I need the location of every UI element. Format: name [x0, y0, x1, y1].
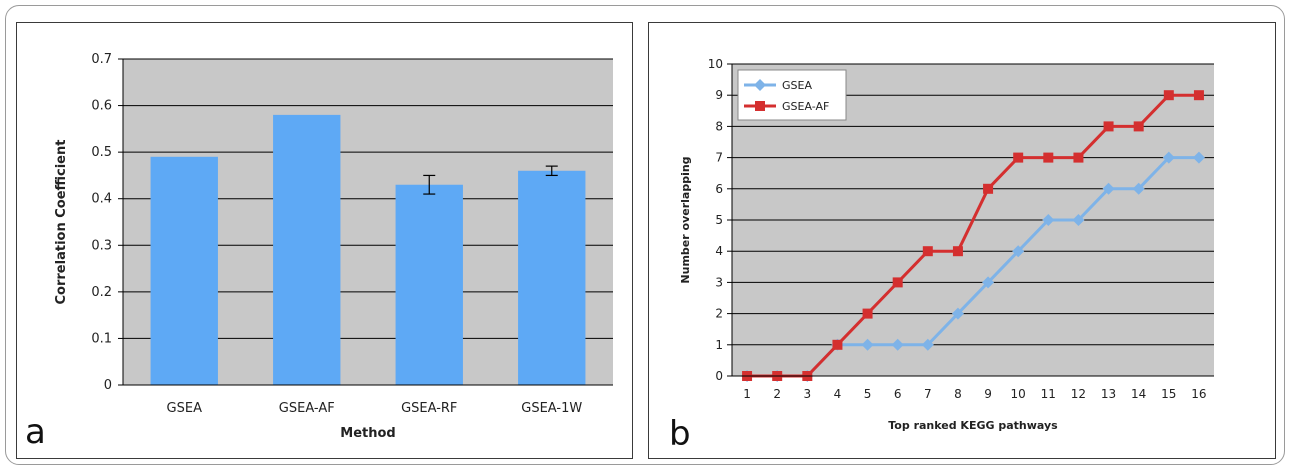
data-point [982, 276, 995, 289]
panel-label: b [669, 414, 691, 454]
data-point [951, 307, 964, 320]
y-tick-label: 0.7 [91, 52, 112, 67]
x-tick-label: 1 [743, 387, 751, 401]
x-tick-label: 7 [924, 387, 932, 401]
data-point [921, 338, 934, 351]
y-tick-label: 7 [715, 151, 723, 165]
y-tick-label: 1 [715, 338, 723, 352]
data-point [1012, 245, 1025, 258]
panel-b: 0 1 2 3 4 5 6 7 8 9 10 1 2 3 4 5 6 7 8 9 10 11 12 13 14 15 16 GSEA G… [648, 22, 1276, 459]
data-point [1073, 152, 1084, 163]
legend-label: GSEA [782, 79, 812, 92]
legend-box [737, 69, 847, 121]
data-point [1013, 152, 1024, 163]
y-tick-label: 0.4 [91, 192, 112, 207]
x-tick-label: 12 [1071, 387, 1086, 401]
data-point [861, 338, 874, 351]
x-tick-label: 14 [1131, 387, 1146, 401]
data-point [1103, 121, 1114, 132]
y-tick-label: 0.5 [91, 145, 112, 160]
x-tick-label: 9 [984, 387, 992, 401]
data-point [891, 338, 904, 351]
series-line-gsea-af [747, 93, 1199, 378]
data-point [1162, 151, 1175, 164]
y-tick-label: 0 [104, 378, 112, 393]
x-tick-label: 11 [1041, 387, 1056, 401]
panel-label: a [25, 412, 46, 452]
y-tick-label: 9 [715, 88, 723, 102]
data-point [1042, 214, 1055, 226]
data-point [922, 246, 933, 257]
x-tick-label: GSEA-1W [521, 401, 582, 416]
bar [273, 114, 341, 385]
data-point [1072, 214, 1085, 226]
y-tick-label: 0.6 [91, 99, 112, 114]
x-tick-label: 15 [1161, 387, 1176, 401]
legend-marker [755, 101, 765, 111]
y-tick-label: 4 [715, 244, 723, 258]
y-tick-label: 3 [715, 275, 723, 289]
legend-marker [754, 79, 766, 91]
x-tick-label: 6 [894, 387, 902, 401]
x-tick-label: GSEA-RF [401, 401, 457, 416]
x-tick-label: 16 [1191, 387, 1206, 401]
y-tick-label: 8 [715, 119, 723, 133]
data-point [1102, 182, 1115, 195]
data-point [832, 339, 843, 350]
bar [395, 184, 463, 385]
data-point [1193, 90, 1204, 101]
x-axis-label: Method [340, 426, 395, 441]
y-tick-label: 0.3 [91, 238, 112, 253]
x-tick-label: 2 [773, 387, 781, 401]
data-point [1043, 152, 1054, 163]
bar-chart-a: 0 0.1 0.2 0.3 0.4 0.5 0.6 0.7 GSEA GSEA-AF GSEA-RF… [25, 52, 613, 452]
y-tick-label: 10 [708, 57, 723, 71]
y-axis-label: Number overlapping [679, 156, 692, 283]
data-point [1132, 182, 1145, 195]
y-tick-label: 6 [715, 182, 723, 196]
data-point [1192, 151, 1205, 164]
data-point [1163, 90, 1174, 101]
data-point [1133, 121, 1144, 132]
x-tick-label: 4 [834, 387, 842, 401]
bar [518, 170, 586, 385]
y-axis-label: Correlation Coefficient [54, 140, 69, 305]
data-point [862, 308, 873, 319]
x-tick-label: 5 [864, 387, 872, 401]
x-axis-label: Top ranked KEGG pathways [888, 419, 1058, 432]
x-tick-label: 13 [1101, 387, 1116, 401]
data-point [983, 183, 994, 194]
x-tick-label: GSEA [167, 401, 203, 416]
panel-a: 0 0.1 0.2 0.3 0.4 0.5 0.6 0.7 GSEA GSEA-AF GSEA-RF… [16, 22, 633, 459]
y-tick-label: 0.1 [91, 331, 112, 346]
y-tick-label: 0 [715, 369, 723, 383]
bar [150, 156, 218, 385]
x-tick-label: GSEA-AF [279, 401, 335, 416]
x-tick-label: 8 [954, 387, 962, 401]
x-tick-label: 3 [803, 387, 811, 401]
x-tick-label: 10 [1011, 387, 1026, 401]
legend-label: GSEA-AF [782, 100, 829, 113]
y-tick-label: 5 [715, 213, 723, 227]
data-point [892, 277, 903, 288]
data-point [952, 246, 963, 257]
y-tick-label: 0.2 [91, 285, 112, 300]
y-tick-label: 2 [715, 307, 723, 321]
